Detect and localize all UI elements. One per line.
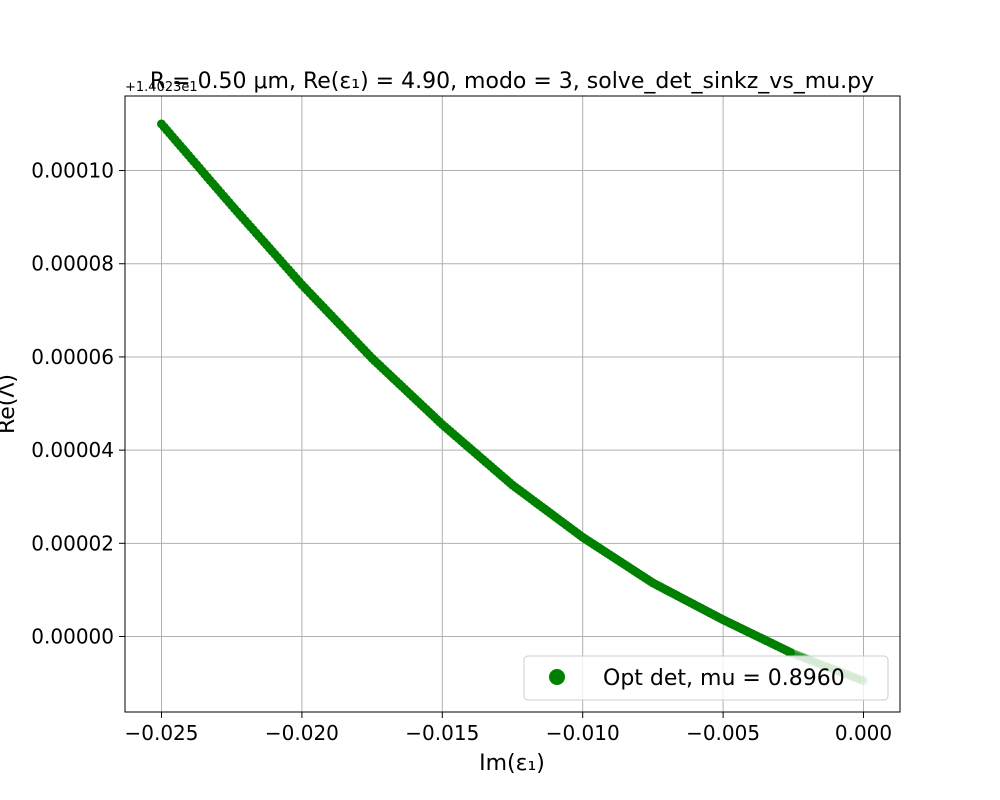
y-tick-label: 0.00006 — [31, 345, 114, 369]
x-axis-ticks: −0.025 −0.020 −0.015 −0.010 −0.005 0.000 — [124, 712, 892, 745]
y-tick-label: 0.00000 — [31, 625, 114, 649]
x-tick-label: −0.010 — [546, 721, 620, 745]
offset-text: +1.4023e1 — [125, 80, 198, 95]
y-tick-label: 0.00008 — [31, 252, 114, 276]
legend-marker — [549, 669, 565, 685]
x-axis-label: Im(ε₁) — [479, 751, 545, 776]
data-point — [786, 647, 796, 657]
x-tick-label: −0.015 — [405, 721, 479, 745]
x-tick-label: −0.005 — [686, 721, 760, 745]
x-tick-label: −0.020 — [265, 721, 339, 745]
y-tick-label: 0.00004 — [31, 438, 114, 462]
y-axis-ticks: 0.00000 0.00002 0.00004 0.00006 0.00008 0.000… — [31, 159, 125, 649]
legend: Opt det, mu = 0.8960 — [523, 655, 889, 701]
y-tick-label: 0.00002 — [31, 531, 114, 555]
legend-box — [523, 655, 889, 701]
legend-label: Opt det, mu = 0.8960 — [603, 666, 845, 691]
x-tick-label: −0.025 — [124, 721, 198, 745]
y-tick-label: 0.00010 — [31, 159, 114, 183]
y-axis-label: Re(Λ) — [0, 374, 20, 434]
grid — [125, 96, 900, 712]
x-tick-label: 0.000 — [835, 721, 892, 745]
plot-frame — [124, 95, 901, 713]
chart-title: R = 0.50 μm, Re(ε₁) = 4.90, modo = 3, so… — [150, 69, 874, 94]
